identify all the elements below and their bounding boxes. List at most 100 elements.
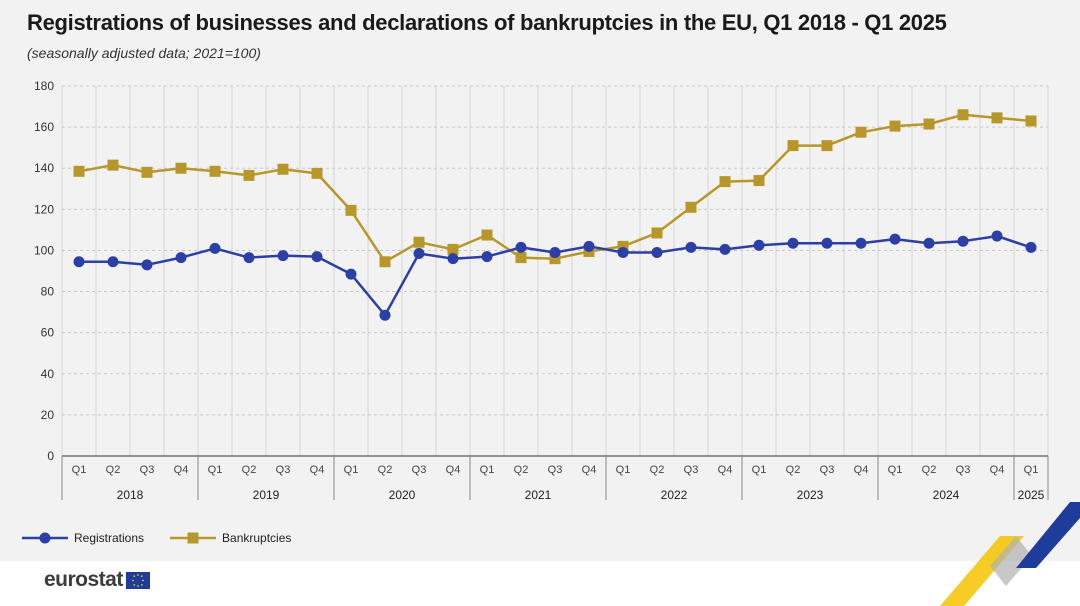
data-point-registrations [617, 247, 629, 258]
data-point-bankruptcies [651, 227, 663, 239]
x-tick-label-quarter: Q4 [174, 464, 189, 476]
data-point-bankruptcies [821, 140, 833, 152]
data-point-bankruptcies [447, 243, 459, 255]
x-tick-label-quarter: Q2 [922, 464, 937, 476]
x-tick-label-quarter: Q1 [752, 464, 767, 476]
data-point-registrations [923, 237, 935, 249]
x-tick-label-quarter: Q1 [208, 464, 223, 476]
data-point-bankruptcies [141, 166, 153, 178]
x-tick-label-year: 2023 [797, 488, 824, 502]
data-point-registrations [481, 251, 493, 263]
data-point-bankruptcies [413, 236, 425, 248]
data-point-bankruptcies [107, 159, 119, 171]
x-tick-label-quarter: Q3 [276, 464, 291, 476]
data-point-registrations [379, 309, 391, 321]
y-tick-label: 80 [41, 285, 55, 299]
x-tick-label-quarter: Q2 [106, 464, 121, 476]
x-tick-label-quarter: Q3 [684, 464, 699, 476]
x-tick-label-quarter: Q2 [378, 464, 393, 476]
data-point-registrations [651, 247, 663, 258]
decorative-chevrons-icon [940, 502, 1080, 606]
chart-title: Registrations of businesses and declarat… [27, 10, 947, 35]
data-point-bankruptcies [481, 229, 493, 241]
x-tick-label-quarter: Q4 [446, 464, 461, 476]
legend-item-bankruptcies: Bankruptcies [170, 531, 291, 545]
data-point-bankruptcies [1025, 115, 1037, 127]
y-tick-label: 40 [41, 367, 55, 381]
data-point-registrations [311, 251, 323, 263]
legend-label-registrations: Registrations [74, 531, 145, 545]
data-point-bankruptcies [787, 140, 799, 152]
x-tick-label-quarter: Q4 [718, 464, 733, 476]
x-tick-label-quarter: Q4 [310, 464, 325, 476]
x-tick-label-year: 2019 [253, 488, 280, 502]
x-tick-label-quarter: Q3 [548, 464, 563, 476]
legend-swatch-square-icon [170, 532, 217, 544]
legend-swatch-circle-icon [22, 532, 68, 544]
x-tick-label-quarter: Q4 [990, 464, 1005, 476]
data-point-bankruptcies [549, 253, 561, 265]
data-point-bankruptcies [855, 126, 867, 138]
x-tick-label-quarter: Q4 [582, 464, 597, 476]
data-point-bankruptcies [311, 167, 323, 179]
x-tick-label-quarter: Q3 [956, 464, 971, 476]
eu-flag-icon [125, 571, 150, 589]
x-tick-label-quarter: Q3 [412, 464, 427, 476]
data-point-registrations [413, 248, 425, 260]
x-tick-label-year: 2020 [389, 488, 416, 502]
legend-label-bankruptcies: Bankruptcies [222, 531, 292, 545]
data-point-registrations [515, 241, 527, 253]
x-tick-label-quarter: Q2 [650, 464, 665, 476]
y-tick-label: 60 [41, 326, 55, 340]
x-tick-label-quarter: Q1 [616, 464, 631, 476]
data-point-bankruptcies [923, 118, 935, 130]
data-point-registrations [209, 242, 221, 254]
chart-subtitle: (seasonally adjusted data; 2021=100) [27, 45, 261, 61]
footer [0, 561, 1080, 606]
data-point-registrations [277, 250, 289, 262]
data-point-registrations [685, 241, 697, 253]
data-point-bankruptcies [277, 163, 289, 175]
y-tick-label: 100 [34, 243, 54, 257]
data-point-bankruptcies [753, 175, 765, 187]
logo-text: eurostat [44, 568, 123, 591]
data-point-bankruptcies [379, 256, 391, 268]
y-tick-label: 160 [34, 120, 54, 134]
data-point-registrations [889, 233, 901, 245]
x-tick-label-year: 2025 [1018, 488, 1045, 502]
y-tick-label: 180 [34, 79, 54, 93]
data-point-registrations [175, 252, 187, 264]
y-tick-label: 140 [34, 161, 54, 175]
data-point-bankruptcies [991, 112, 1003, 124]
series-layer [73, 109, 1037, 321]
data-point-bankruptcies [243, 169, 255, 181]
data-point-registrations [549, 247, 561, 258]
data-point-registrations [243, 252, 255, 264]
x-tick-label-quarter: Q1 [480, 464, 495, 476]
x-tick-label-year: 2021 [525, 488, 552, 502]
data-point-registrations [787, 237, 799, 249]
legend-item-registrations: Registrations [22, 531, 144, 545]
x-tick-label-quarter: Q2 [242, 464, 257, 476]
x-tick-label-quarter: Q1 [72, 464, 87, 476]
data-point-registrations [73, 256, 85, 268]
x-tick-label-year: 2018 [117, 488, 144, 502]
data-point-bankruptcies [345, 204, 357, 216]
legend: Registrations Bankruptcies [22, 531, 317, 545]
data-point-registrations [719, 243, 731, 255]
axis-layer: 0 20 40 60 80 100 120 140 160 180 Q1 Q2 Q3 Q4 Q1 Q2 Q3 Q4… [34, 79, 1049, 502]
data-point-registrations [583, 240, 595, 252]
data-point-bankruptcies [73, 165, 85, 177]
x-tick-label-quarter: Q2 [786, 464, 801, 476]
data-point-bankruptcies [889, 120, 901, 132]
data-point-bankruptcies [617, 240, 629, 252]
data-point-bankruptcies [175, 162, 187, 174]
x-tick-label-quarter: Q3 [820, 464, 835, 476]
data-point-bankruptcies [515, 252, 527, 264]
data-point-registrations [107, 256, 119, 268]
data-point-registrations [1025, 241, 1037, 253]
data-point-registrations [141, 259, 153, 271]
x-tick-label-quarter: Q2 [514, 464, 529, 476]
data-point-registrations [345, 268, 357, 280]
x-tick-label-year: 2024 [933, 488, 960, 502]
